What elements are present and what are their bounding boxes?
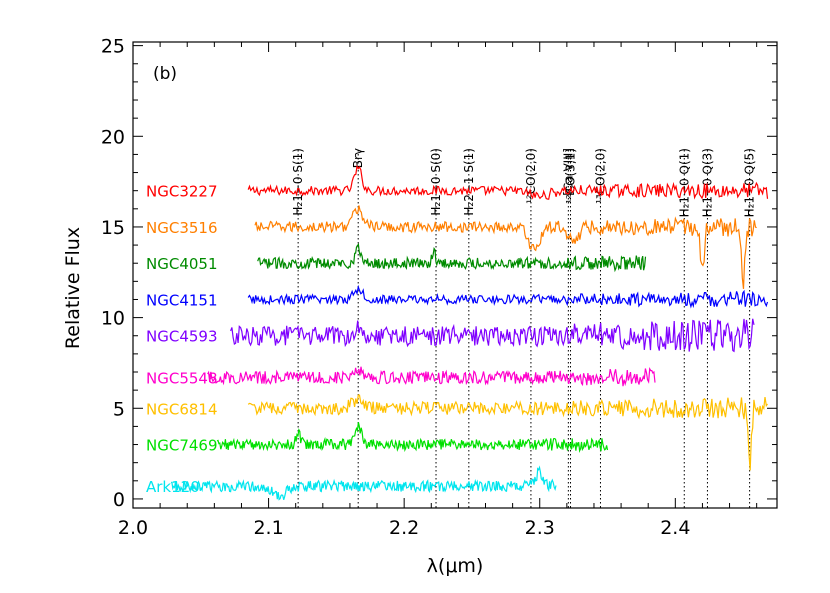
series-line-ngc3227 [247,164,769,200]
emission-line-label: [Ca VIII] [561,148,575,196]
y-tick-label: 0 [113,489,125,511]
series-line-ngc5548 [207,366,656,387]
y-tick-label: 5 [113,398,125,420]
spectra-series [170,164,769,501]
emission-line-label: H₂2−1 S(1) [462,148,476,216]
y-axis-title: Relative Flux [62,227,84,349]
series-line-ngc4593 [230,318,755,353]
emission-line-label: H₂1−0 S(1) [291,148,305,216]
emission-line-label: Brγ [351,148,365,168]
x-tick-label: 2.4 [660,517,690,539]
series-label-ark120: Ark120 [146,478,200,496]
series-label-ngc6814: NGC6814 [146,400,218,418]
emission-line-markers: H₂1−0 S(1) Brγ H₂1−0 S(0) H₂2−1 S(1) ¹²CO(2,… [291,148,757,508]
axes: 2.0 2.1 2.2 2.3 2.4 0 5 10 15 20 25 [101,36,778,539]
series-line-ark120 [170,465,557,501]
emission-line-label: H₂1−0 S(0) [429,148,443,216]
plot-frame [132,41,778,509]
x-tick-label: 2.2 [389,517,419,539]
emission-line-label: H₂1−0 Q(1) [677,148,691,217]
emission-line-label: ¹³CO(2,0) [593,148,607,204]
series-label-ngc5548: NGC5548 [146,369,218,387]
x-tick-label: 2.0 [118,517,148,539]
series-line-ngc4151 [247,284,769,309]
y-tick-label: 25 [101,36,125,58]
y-tick-label: 10 [101,308,125,330]
series-label-ngc4051: NGC4051 [146,255,218,273]
series-line-ngc3516 [254,205,757,289]
series-labels: NGC3227 NGC3516 NGC4051 NGC4151 NGC4593 NGC55… [146,183,218,497]
x-tick-label: 2.1 [253,517,283,539]
y-tick-label: 20 [101,126,125,148]
emission-line-label: ¹²CO(2,0) [524,148,538,204]
series-label-ngc7469: NGC7469 [146,437,218,455]
series-line-ngc7469 [216,422,609,453]
panel-label: (b) [153,64,177,84]
emission-line-label: H₂1−0 Q(3) [700,148,714,217]
series-label-ngc4151: NGC4151 [146,291,218,309]
y-tick-label: 15 [101,217,125,239]
x-tick-label: 2.3 [525,517,555,539]
series-line-ngc6814 [247,394,768,471]
x-axis-title: λ(μm) [427,555,484,577]
series-line-ngc4051 [257,242,647,273]
emission-line-label: H₂1−0 Q(5) [743,148,757,217]
series-label-ngc3227: NGC3227 [146,183,218,201]
series-label-ngc4593: NGC4593 [146,328,218,346]
series-label-ngc3516: NGC3516 [146,219,218,237]
